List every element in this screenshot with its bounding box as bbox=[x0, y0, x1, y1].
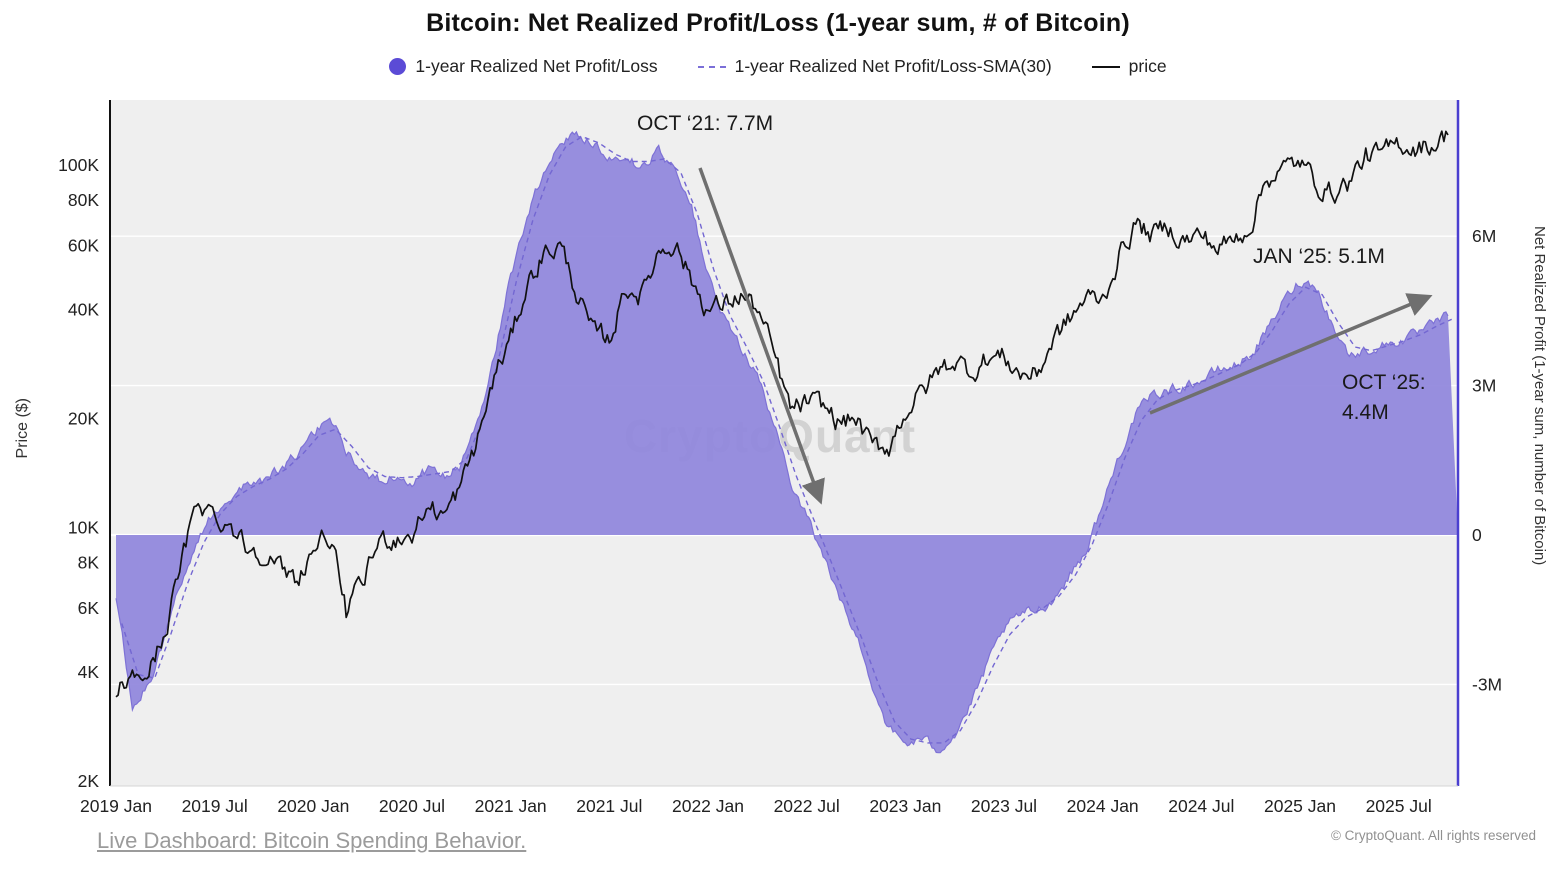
legend-item-net-profit[interactable]: 1-year Realized Net Profit/Loss bbox=[389, 56, 658, 77]
x-axis-tick-label: 2021 Jan bbox=[475, 796, 547, 816]
left-axis-tick-label: 8K bbox=[78, 553, 100, 573]
right-axis-title: Net Realized Profit (1-year sum, number … bbox=[1531, 226, 1548, 566]
legend-label-price: price bbox=[1128, 56, 1167, 76]
left-axis-tick-label: 40K bbox=[68, 299, 99, 319]
net-profit-area bbox=[116, 131, 1458, 753]
down-arrow-icon bbox=[698, 167, 825, 505]
right-axis-tick-label: 6M bbox=[1472, 226, 1496, 246]
x-axis-tick-label: 2025 Jul bbox=[1366, 796, 1432, 816]
x-axis-tick-label: 2024 Jul bbox=[1168, 796, 1234, 816]
x-axis-tick-label: 2023 Jul bbox=[971, 796, 1037, 816]
left-axis-tick-label: 80K bbox=[68, 190, 99, 210]
left-axis-tick-label: 10K bbox=[68, 518, 99, 538]
left-axis-tick-label: 100K bbox=[58, 155, 99, 175]
x-axis-tick-label: 2025 Jan bbox=[1264, 796, 1336, 816]
right-axis-tick-label: 3M bbox=[1472, 376, 1496, 396]
legend-label-net-profit: 1-year Realized Net Profit/Loss bbox=[415, 56, 658, 76]
legend: 1-year Realized Net Profit/Loss 1-year R… bbox=[0, 56, 1556, 77]
live-dashboard-link[interactable]: Live Dashboard: Bitcoin Spending Behavio… bbox=[97, 828, 527, 853]
x-axis-tick-label: 2022 Jul bbox=[774, 796, 840, 816]
copyright-text: © CryptoQuant. All rights reserved bbox=[1330, 828, 1536, 843]
left-axis-tick-label: 2K bbox=[78, 771, 100, 791]
right-axis-tick-label: -3M bbox=[1472, 674, 1502, 694]
left-axis-tick-label: 4K bbox=[78, 662, 100, 682]
x-axis-tick-label: 2021 Jul bbox=[576, 796, 642, 816]
left-axis-tick-label: 60K bbox=[68, 235, 99, 255]
chart-title: Bitcoin: Net Realized Profit/Loss (1-yea… bbox=[426, 9, 1130, 37]
x-axis-tick-label: 2023 Jan bbox=[869, 796, 941, 816]
sma-line bbox=[121, 135, 1452, 744]
left-axis-tick-label: 6K bbox=[78, 598, 100, 618]
dashed-line-icon bbox=[697, 65, 726, 68]
left-axis-title: Price ($) bbox=[14, 398, 31, 459]
x-axis-tick-label: 2020 Jan bbox=[277, 796, 349, 816]
x-axis-tick-label: 2020 Jul bbox=[379, 796, 445, 816]
purple-dot-icon bbox=[389, 58, 407, 75]
left-axis-tick-label: 20K bbox=[68, 408, 99, 428]
x-axis-tick-label: 2019 Jul bbox=[182, 796, 248, 816]
x-axis-tick-label: 2019 Jan bbox=[80, 796, 152, 816]
legend-item-price[interactable]: price bbox=[1091, 56, 1167, 77]
legend-item-sma[interactable]: 1-year Realized Net Profit/Loss-SMA(30) bbox=[697, 56, 1052, 77]
legend-label-sma: 1-year Realized Net Profit/Loss-SMA(30) bbox=[734, 56, 1052, 76]
solid-line-icon bbox=[1091, 65, 1120, 68]
up-arrow-icon bbox=[1149, 293, 1433, 415]
x-axis-tick-label: 2024 Jan bbox=[1067, 796, 1139, 816]
right-axis-tick-label: 0 bbox=[1472, 525, 1482, 545]
net-profit-area-outline bbox=[115, 130, 1449, 754]
x-axis-tick-label: 2022 Jan bbox=[672, 796, 744, 816]
price-line bbox=[115, 130, 1449, 698]
